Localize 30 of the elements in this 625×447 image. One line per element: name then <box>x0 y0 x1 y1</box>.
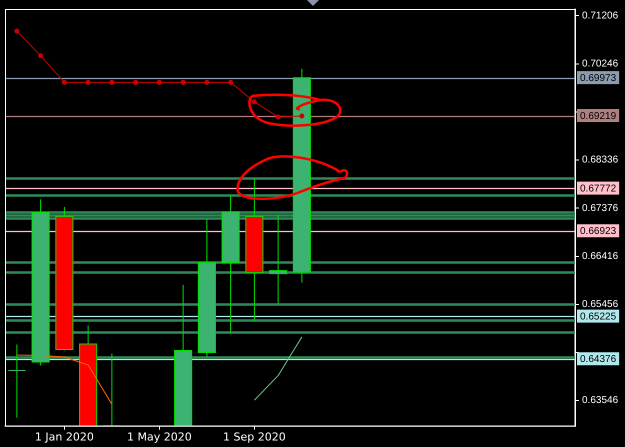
y-tick-label: 0.70246 <box>582 58 619 70</box>
y-tick-label: 0.71206 <box>582 10 619 22</box>
ref-line-label: 0.66923 <box>580 226 617 238</box>
x-tick-label: 1 Sep 2020 <box>223 430 286 444</box>
x-tick-label: 1 Jan 2020 <box>34 430 94 444</box>
ref-line-label: 0.69973 <box>580 72 617 84</box>
y-tick-label: 0.65456 <box>582 299 619 310</box>
point <box>109 80 114 85</box>
ref-line-label: 0.69219 <box>580 110 617 122</box>
point <box>180 80 186 85</box>
ref-line-label: 0.67772 <box>580 183 617 194</box>
point <box>62 80 67 85</box>
ref-line-label: 0.65225 <box>580 311 617 322</box>
point <box>299 113 304 118</box>
point <box>252 99 257 104</box>
ref-line-label: 0.64376 <box>580 354 617 365</box>
candlestick <box>8 344 26 418</box>
x-tick-label: 1 May 2020 <box>127 430 192 444</box>
point <box>204 80 210 85</box>
y-tick-label: 0.63546 <box>582 395 619 406</box>
point <box>86 80 91 85</box>
point <box>14 28 20 34</box>
point <box>156 80 162 85</box>
point <box>276 114 281 120</box>
point <box>228 80 234 85</box>
y-tick-label: 0.67376 <box>582 202 619 214</box>
y-tick-label: 0.68336 <box>582 154 619 166</box>
y-tick-label: 0.66416 <box>582 251 619 262</box>
point <box>133 80 138 85</box>
point <box>38 53 44 58</box>
